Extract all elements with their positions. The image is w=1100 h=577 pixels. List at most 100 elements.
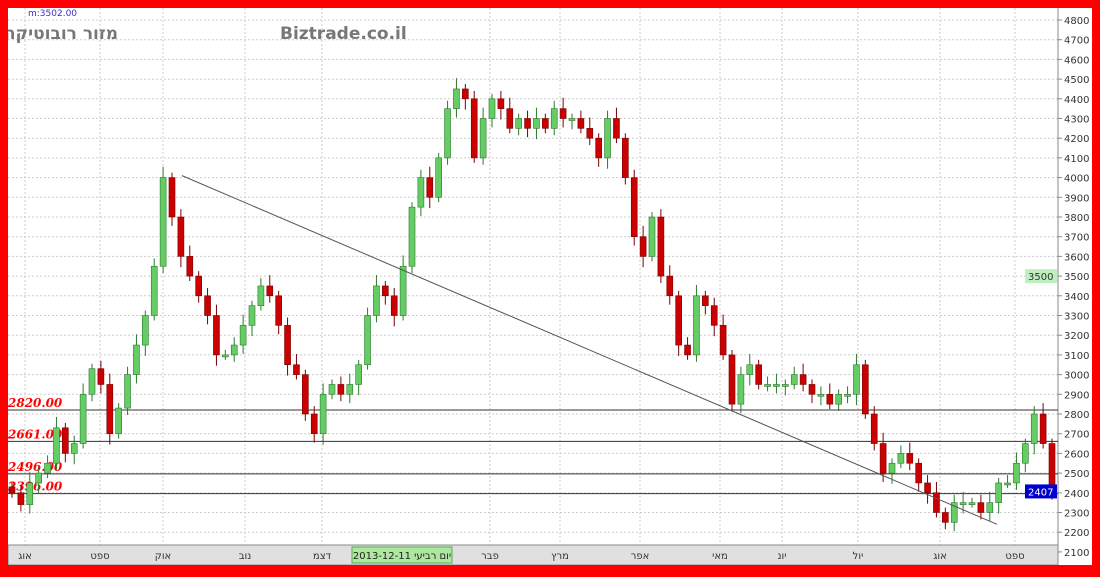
candle-body <box>577 118 585 129</box>
candle-body <box>248 305 256 326</box>
candle-body <box>764 384 771 387</box>
y-tick-label: 3200 <box>1064 331 1089 342</box>
candle-body <box>275 295 282 326</box>
candle-body <box>559 108 567 119</box>
cursor-date-label: יום רביעי 2013-12-11 <box>353 551 451 562</box>
x-month-label: אוג <box>18 551 32 562</box>
candle-body <box>497 98 505 109</box>
y-tick-label: 4600 <box>1064 55 1089 66</box>
candle-body <box>1039 413 1047 444</box>
candle-body <box>115 407 122 434</box>
x-month-label: ספט <box>1005 551 1024 562</box>
candle-body <box>35 472 42 484</box>
candle-body <box>373 285 380 316</box>
price-chart[interactable]: 2100 2200 2300 2400 2500 2600 2700 2800 2900 3000… <box>8 8 1092 565</box>
candle-body <box>310 413 318 435</box>
candle-body <box>728 354 736 405</box>
y-tick-label: 3500 <box>1064 272 1089 283</box>
candle-body <box>657 216 665 277</box>
candle-body <box>364 315 371 366</box>
candle-body <box>257 285 265 306</box>
candle-body <box>622 137 629 178</box>
candle-body <box>239 325 247 346</box>
candle-body <box>782 384 789 387</box>
y-tick-label: 2600 <box>1064 449 1089 460</box>
candle-body <box>826 393 834 405</box>
level-label: 2661.00 <box>8 427 63 441</box>
candle-body <box>702 295 709 306</box>
candle-body <box>506 108 514 129</box>
y-tick-label: 3100 <box>1064 351 1089 362</box>
y-tick-label: 2700 <box>1064 430 1089 441</box>
candle-body <box>293 364 300 375</box>
candle-body <box>346 384 354 395</box>
candle-body <box>70 443 78 454</box>
candle-body <box>62 427 69 454</box>
y-tick-label: 3300 <box>1064 312 1089 323</box>
candle-body <box>1004 482 1011 486</box>
cursor-date-box <box>351 546 453 564</box>
candle-body <box>542 118 549 129</box>
candle-body <box>924 482 931 494</box>
candle-body <box>168 177 176 218</box>
candle-body <box>97 368 105 385</box>
candle-body <box>319 393 327 434</box>
candle-body <box>524 118 531 129</box>
candle-body <box>995 482 1002 503</box>
y-tick-label: 4200 <box>1064 134 1089 145</box>
candle-body <box>933 492 940 513</box>
y-tick-label: 4800 <box>1064 16 1089 27</box>
last-price-label: 2407 <box>1028 487 1053 498</box>
y-tick-label: 4400 <box>1064 95 1089 106</box>
candle-body <box>853 364 860 395</box>
y-tick-label: 2900 <box>1064 390 1089 401</box>
candle-body <box>755 364 762 385</box>
candle-body <box>399 265 407 316</box>
y-tick-label: 2100 <box>1064 548 1089 559</box>
y-tick-label: 2400 <box>1064 489 1089 500</box>
x-month-label: פבר <box>481 551 499 562</box>
candle-body <box>977 502 985 513</box>
candle-body <box>150 265 158 316</box>
candle-body <box>26 482 34 505</box>
axis-marker-box <box>1025 269 1057 284</box>
y-tick-label: 4300 <box>1064 115 1089 126</box>
candle-body <box>426 177 434 198</box>
candle-body <box>515 118 522 129</box>
candle-body <box>817 393 825 397</box>
y-tick-label: 4000 <box>1064 174 1089 185</box>
candle-body <box>417 177 425 208</box>
y-tick-label: 3400 <box>1064 292 1089 303</box>
candle-body <box>968 502 976 505</box>
candle-body <box>488 98 496 119</box>
candle-body <box>53 427 60 464</box>
candle-body <box>390 295 398 316</box>
candle-body <box>124 374 131 409</box>
candle-body <box>906 453 914 464</box>
candle-body <box>186 256 194 277</box>
candle-body <box>604 118 611 159</box>
candle-body <box>159 177 167 267</box>
y-tick-label: 4500 <box>1064 75 1089 86</box>
candle-body <box>44 462 51 474</box>
candle-body <box>897 453 905 464</box>
candle-body <box>844 393 851 397</box>
candle-body <box>142 315 149 346</box>
candle-body <box>337 384 345 395</box>
candle-body <box>737 374 745 405</box>
candle-body <box>435 157 442 198</box>
candle-body <box>773 384 780 387</box>
candle-body <box>950 502 958 523</box>
candle-body <box>710 305 718 326</box>
candle-body <box>790 374 798 385</box>
candle-body <box>888 462 896 474</box>
y-tick-label: 3000 <box>1064 371 1089 382</box>
x-month-label: אפר <box>631 551 650 562</box>
candle-body <box>1013 462 1020 484</box>
candle-body <box>284 325 291 366</box>
candle-body <box>328 384 336 395</box>
candle-body <box>675 295 682 346</box>
candle-body <box>746 364 754 375</box>
x-month-label: מרץ <box>551 551 569 562</box>
y-tick-label: 2800 <box>1064 410 1089 421</box>
